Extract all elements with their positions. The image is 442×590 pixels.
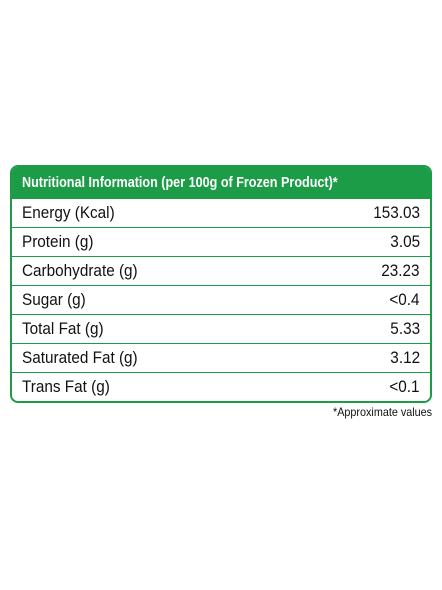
nutrient-name: Energy (Kcal) <box>22 203 115 222</box>
table-body: Energy (Kcal) 153.03 Protein (g) 3.05 Carboh… <box>12 198 430 401</box>
footnote: *Approximate values <box>332 405 432 419</box>
table-row: Protein (g) 3.05 <box>12 227 430 256</box>
table-row: Energy (Kcal) 153.03 <box>12 198 430 227</box>
table-header: Nutritional Information (per 100g of Fro… <box>12 167 430 198</box>
nutrient-value: 23.23 <box>381 261 420 280</box>
nutrient-name: Sugar (g) <box>22 290 86 309</box>
nutrient-value: <0.4 <box>389 290 420 309</box>
table-row: Trans Fat (g) <0.1 <box>12 372 430 401</box>
nutrient-name: Saturated Fat (g) <box>22 348 138 367</box>
nutrient-name: Protein (g) <box>22 232 94 251</box>
table-row: Sugar (g) <0.4 <box>12 285 430 314</box>
table-title: Nutritional Information (per 100g of Fro… <box>22 174 338 191</box>
nutrient-value: 3.12 <box>390 348 420 367</box>
table-row: Total Fat (g) 5.33 <box>12 314 430 343</box>
nutrient-name: Trans Fat (g) <box>22 377 110 396</box>
table-row: Carbohydrate (g) 23.23 <box>12 256 430 285</box>
nutrient-value: 153.03 <box>373 203 420 222</box>
nutrient-value: 3.05 <box>390 232 420 251</box>
nutrient-value: <0.1 <box>389 377 420 396</box>
nutrition-table: Nutritional Information (per 100g of Fro… <box>10 165 432 403</box>
table-row: Saturated Fat (g) 3.12 <box>12 343 430 372</box>
nutrient-name: Carbohydrate (g) <box>22 261 138 280</box>
nutrient-name: Total Fat (g) <box>22 319 104 338</box>
nutrient-value: 5.33 <box>390 319 420 338</box>
